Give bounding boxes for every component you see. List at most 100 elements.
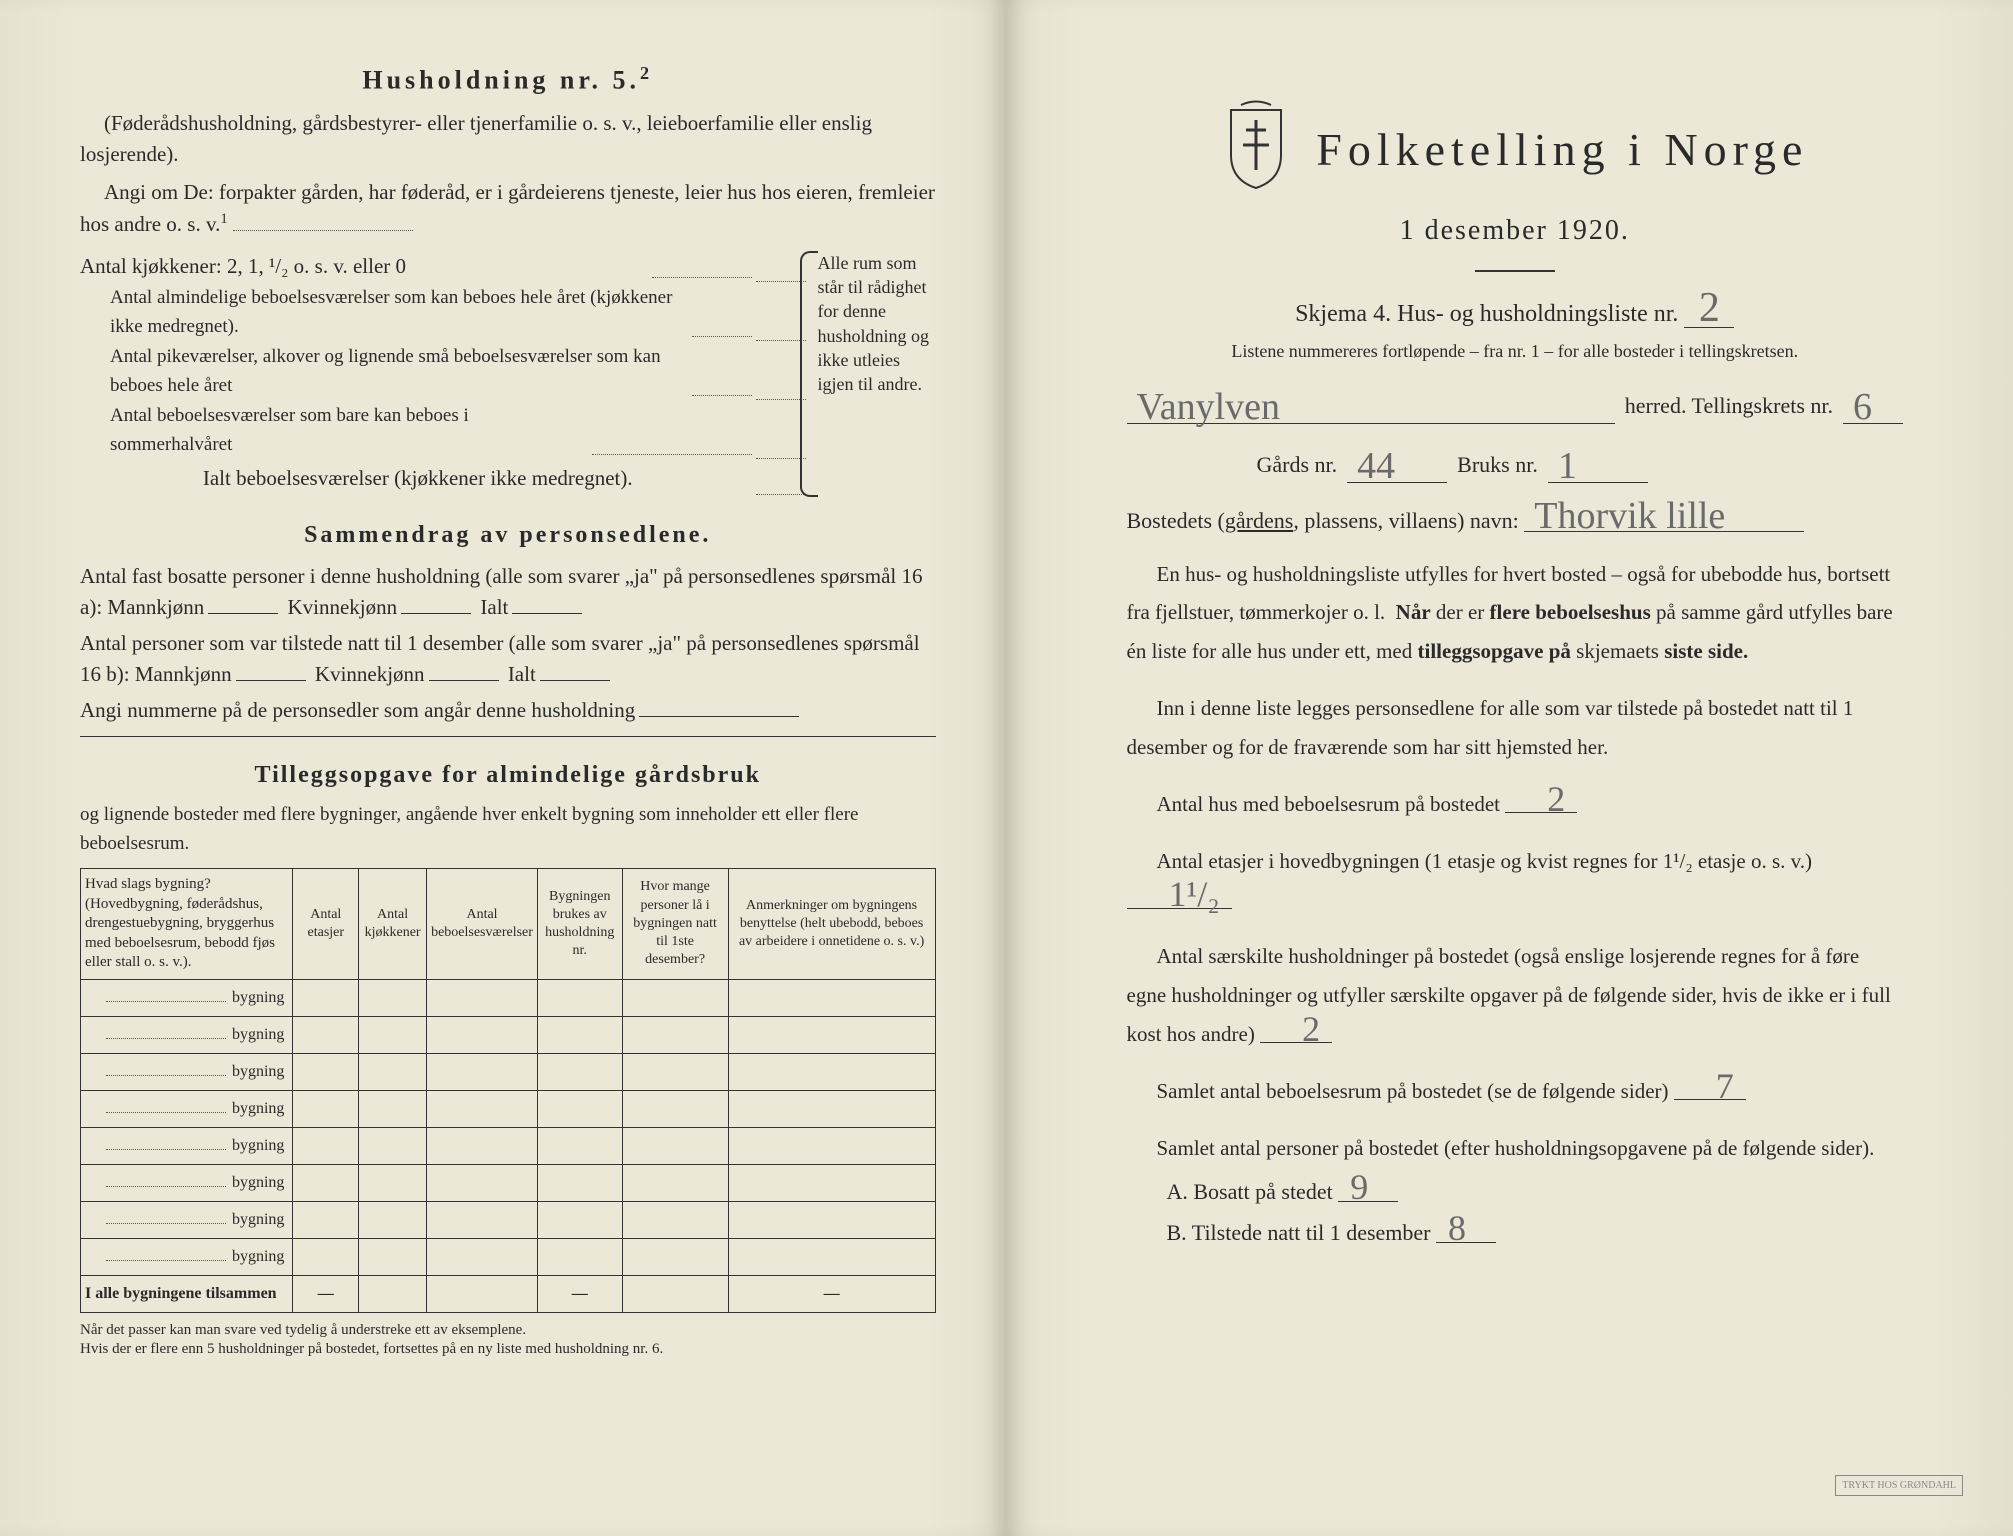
table-note: Når det passer kan man svare ved tydelig…	[80, 1321, 936, 1360]
q3-value: 2	[1260, 1017, 1332, 1043]
col-4: Bygningen brukes av husholdning nr.	[537, 869, 622, 980]
kline-ialt: Ialt beboelsesværelser (kjøkkener ikke m…	[80, 463, 806, 495]
q4: Samlet antal beboelsesrum på bostedet (s…	[1127, 1072, 1904, 1111]
tillegg-title: Tilleggsopgave for almindelige gårdsbruk	[80, 757, 936, 793]
kline3-val	[756, 343, 806, 400]
kline4-label: Antal beboelsesværelser som bare kan beb…	[80, 402, 588, 459]
angi-fill	[233, 230, 413, 231]
sum1c: Ialt	[480, 595, 508, 619]
kitchen-left: Antal kjøkkener: 2, 1, ¹/₂ o. s. v. elle…	[80, 251, 806, 497]
bosted-value: Thorvik lille	[1524, 501, 1804, 532]
krets-nr-value: 6	[1843, 392, 1903, 423]
q3-label: Antal særskilte husholdninger på bostede…	[1127, 944, 1891, 1046]
brace-icon	[800, 251, 818, 497]
col-5: Hvor mange personer lå i bygningen natt …	[622, 869, 728, 980]
kline2-label: Antal almindelige beboelsesværelser som …	[80, 284, 688, 341]
table-row: bygning	[81, 1164, 936, 1201]
sammendrag-title: Sammendrag av personsedlene.	[80, 517, 936, 553]
bygning-tbody: bygning bygning bygning bygning bygning …	[81, 979, 936, 1312]
sum3-slot	[639, 716, 799, 717]
coat-of-arms-icon	[1221, 100, 1291, 200]
h5-paren: (Føderådshusholdning, gårdsbestyrer- ell…	[80, 108, 936, 171]
gards-label: Gårds nr.	[1247, 448, 1348, 483]
sum2a: Antal personer som var tilstede natt til…	[80, 631, 920, 687]
kline3-label: Antal pikeværelser, alkover og lignende …	[80, 343, 688, 400]
herred-row: Vanylven herred. Tellingskrets nr. 6	[1127, 389, 1904, 424]
angi-sup: 1	[220, 211, 227, 227]
kline-3: Antal pikeværelser, alkover og lignende …	[80, 343, 806, 400]
sum2c: Ialt	[508, 662, 536, 686]
skjema-nr-value: 2	[1684, 290, 1734, 329]
q4-label: Samlet antal beboelsesrum på bostedet (s…	[1157, 1079, 1669, 1103]
q1-label: Antal hus med beboelsesrum på bostedet	[1157, 792, 1501, 816]
printer-mark: TRYKT HOS GRØNDAHL	[1835, 1475, 1963, 1496]
sum2b: Kvinnekjønn	[315, 662, 425, 686]
kitchen-right-note: Alle rum som står til rådighet for denne…	[806, 251, 936, 497]
kline1-val	[756, 251, 806, 283]
table-row: bygning	[81, 1201, 936, 1238]
b-value: 8	[1436, 1216, 1496, 1242]
col-2: Antal kjøkkener	[359, 869, 427, 980]
ialt-val	[756, 463, 806, 495]
sum1-mann	[208, 613, 278, 614]
kline2-val	[756, 284, 806, 341]
header-block: Folketelling i Norge 1 desember 1920. Sk…	[1087, 100, 1944, 365]
sum1b: Kvinnekjønn	[287, 595, 397, 619]
bruks-label: Bruks nr.	[1447, 448, 1548, 483]
bygning-thead: Hvad slags bygning? (Hovedbygning, føder…	[81, 869, 936, 980]
gards-nr-value: 44	[1347, 451, 1447, 482]
sum3: Angi nummerne på de personsedler som ang…	[80, 698, 635, 722]
table-row: bygning	[81, 1238, 936, 1275]
sum-line-3: Angi nummerne på de personsedler som ang…	[80, 695, 936, 727]
sub-date: 1 desember 1920.	[1087, 210, 1944, 252]
q4-value: 7	[1674, 1074, 1746, 1100]
kline3-dots	[692, 395, 752, 396]
kline1-label: Antal kjøkkener: 2, 1, ¹/₂ o. s. v. elle…	[80, 251, 648, 283]
ialt-label: Ialt beboelsesværelser (kjøkkener ikke m…	[80, 463, 756, 495]
a-label: A. Bosatt på stedet	[1167, 1179, 1333, 1204]
herred-value: Vanylven	[1127, 392, 1615, 423]
a-line: A. Bosatt på stedet 9	[1167, 1175, 1904, 1208]
skjema-line: Skjema 4. Hus- og husholdningsliste nr. …	[1087, 290, 1944, 332]
kline4-val	[756, 402, 806, 459]
household-5-title: Husholdning nr. 5.2	[80, 60, 936, 100]
skjema-note: Listene nummereres fortløpende – fra nr.…	[1087, 338, 1944, 365]
table-row: bygning	[81, 1090, 936, 1127]
b-label: B. Tilstede natt til 1 desember	[1167, 1220, 1431, 1245]
kitchen-block: Antal kjøkkener: 2, 1, ¹/₂ o. s. v. elle…	[80, 251, 936, 497]
sum-line-1: Antal fast bosatte personer i denne hush…	[80, 561, 936, 624]
table-row: bygning	[81, 979, 936, 1016]
sum2-mann	[236, 680, 306, 681]
divider-short	[1475, 270, 1555, 272]
b-line: B. Tilstede natt til 1 desember 8	[1167, 1216, 1904, 1249]
q2-value: 1¹/₂	[1127, 882, 1232, 908]
skjema-label: Skjema 4. Hus- og husholdningsliste nr.	[1295, 301, 1678, 327]
sum2-kvinne	[429, 680, 499, 681]
kitchen-right-text: Alle rum som står til rådighet for denne…	[818, 253, 930, 394]
kline2-dots	[692, 336, 752, 337]
para2: Inn i denne liste legges personsedlene f…	[1127, 689, 1904, 767]
kline-4: Antal beboelsesværelser som bare kan beb…	[80, 402, 806, 459]
angi-text: Angi om De: forpakter gården, har føderå…	[80, 180, 935, 237]
bosted-label: Bostedets (gårdens, plassens, villaens) …	[1127, 508, 1519, 533]
col-6: Anmerkninger om bygningens benyttelse (h…	[728, 869, 935, 980]
left-page: Husholdning nr. 5.2 (Føderådshusholdning…	[0, 0, 1007, 1536]
table-sum-row: I alle bygningene tilsammen ———	[81, 1275, 936, 1312]
col-0: Hvad slags bygning? (Hovedbygning, føder…	[81, 869, 293, 980]
kline-2: Antal almindelige beboelsesværelser som …	[80, 284, 806, 341]
q3: Antal særskilte husholdninger på bostede…	[1127, 937, 1904, 1054]
kline1-dots	[652, 277, 752, 278]
tillegg-intro: og lignende bosteder med flere bygninger…	[80, 801, 936, 858]
col-3: Antal beboelsesværelser	[427, 869, 538, 980]
table-row: bygning	[81, 1053, 936, 1090]
table-row: bygning	[81, 1127, 936, 1164]
h5-sup: 2	[640, 63, 653, 83]
sum2-ialt	[540, 680, 610, 681]
q1: Antal hus med beboelsesrum på bostedet 2	[1127, 785, 1904, 824]
right-page: Folketelling i Norge 1 desember 1920. Sk…	[1007, 0, 2013, 1536]
kline-1: Antal kjøkkener: 2, 1, ¹/₂ o. s. v. elle…	[80, 251, 806, 283]
col-1: Antal etasjer	[293, 869, 359, 980]
h5-title-text: Husholdning nr. 5.	[362, 66, 640, 95]
divider-rule	[80, 736, 936, 737]
bosted-row: Bostedets (gårdens, plassens, villaens) …	[1127, 501, 1904, 537]
